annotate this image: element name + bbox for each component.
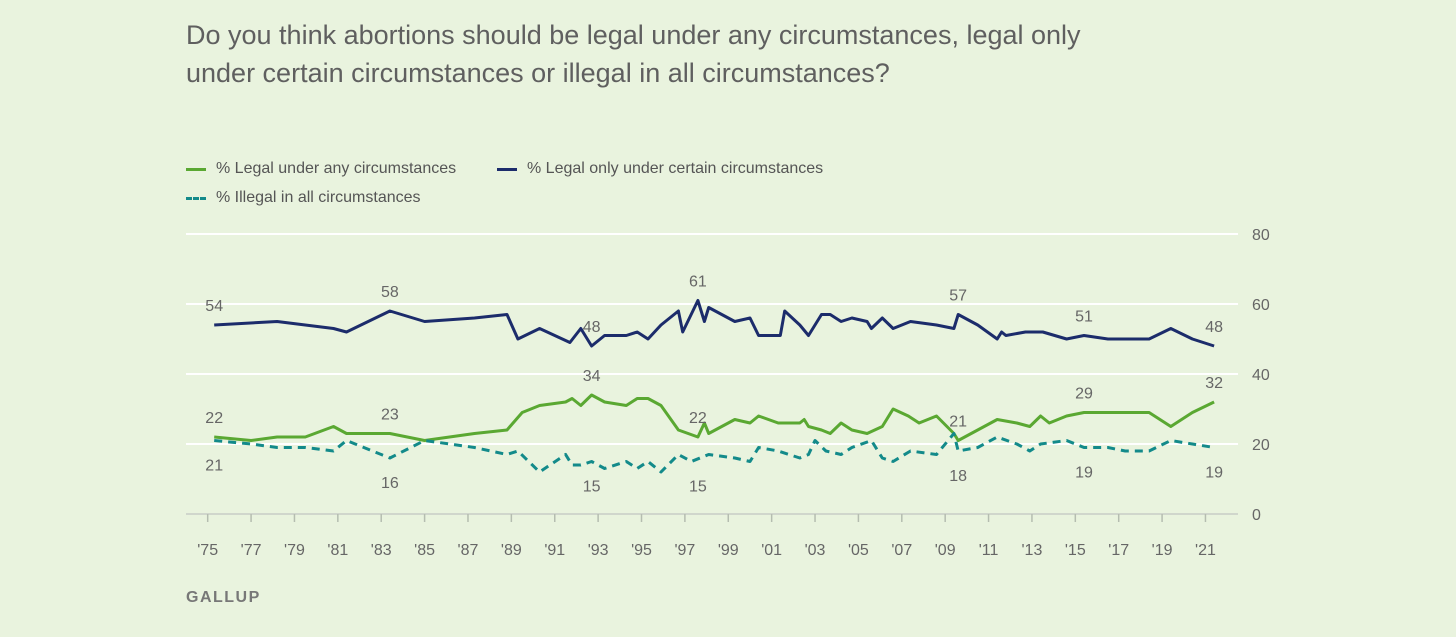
x-tick-label: '87 (458, 542, 479, 559)
legend-swatch-legal-certain (497, 167, 517, 171)
chart-title: Do you think abortions should be legal u… (186, 20, 1081, 88)
data-label: 18 (949, 468, 967, 485)
x-tick-label: '01 (761, 542, 782, 559)
y-tick-label: 60 (1252, 297, 1270, 314)
legend-label-illegal: % Illegal in all circumstances (216, 189, 421, 206)
legend-item-illegal: % Illegal in all circumstances (186, 189, 421, 207)
x-tick-label: '05 (848, 542, 869, 559)
data-label: 15 (583, 479, 601, 496)
x-tick-label: '81 (327, 542, 348, 559)
data-label: 29 (1075, 386, 1093, 403)
legend-item-legal-certain: % Legal only under certain circumstances (497, 160, 823, 178)
data-label: 23 (381, 407, 399, 424)
y-tick-label: 80 (1252, 227, 1270, 244)
data-label: 22 (689, 410, 707, 427)
x-tick-label: '03 (805, 542, 826, 559)
x-tick-label: '95 (631, 542, 652, 559)
data-label: 34 (583, 368, 601, 385)
series-line-legal-certain (214, 299, 1215, 348)
data-label: 16 (381, 475, 399, 492)
data-label: 57 (949, 288, 967, 305)
x-tick-label: '19 (1152, 542, 1173, 559)
source-label: GALLUP (186, 589, 261, 606)
data-label: 19 (1075, 465, 1093, 482)
legend-label-legal-any: % Legal under any circumstances (216, 160, 457, 177)
x-tick-label: '75 (197, 542, 218, 559)
y-tick-label: 20 (1252, 437, 1270, 454)
data-label: 61 (689, 274, 707, 291)
x-tick-label: '09 (935, 542, 956, 559)
data-label: 48 (583, 319, 601, 336)
series-line-illegal (214, 432, 1215, 474)
legend-swatch-legal-any (186, 167, 206, 171)
data-label: 51 (1075, 309, 1093, 326)
data-label: 58 (381, 284, 399, 301)
data-label: 22 (205, 410, 223, 427)
legend-item-legal-any: % Legal under any circumstances (186, 160, 456, 178)
x-tick-label: '11 (979, 542, 999, 559)
x-tick-label: '15 (1065, 542, 1086, 559)
data-label: 19 (1205, 465, 1223, 482)
x-tick-label: '93 (588, 542, 609, 559)
data-label: 21 (949, 414, 967, 431)
data-label: 15 (689, 479, 707, 496)
data-label: 48 (1205, 319, 1223, 336)
x-tick-label: '91 (544, 542, 565, 559)
series-line-legal-any (214, 393, 1215, 442)
x-tick-label: '17 (1108, 542, 1129, 559)
x-tick-label: '97 (674, 542, 695, 559)
y-tick-label: 40 (1252, 367, 1270, 384)
x-tick-label: '83 (371, 542, 392, 559)
x-tick-label: '07 (891, 542, 912, 559)
x-tick-label: '21 (1195, 542, 1216, 559)
x-tick-label: '99 (718, 542, 739, 559)
data-label: 21 (205, 458, 223, 475)
x-tick-label: '79 (284, 542, 305, 559)
y-tick-label: 0 (1252, 507, 1261, 524)
x-tick-label: '13 (1022, 542, 1043, 559)
x-tick-label: '77 (241, 542, 262, 559)
data-label: 54 (205, 298, 223, 315)
x-tick-label: '85 (414, 542, 435, 559)
data-label: 32 (1205, 375, 1223, 392)
x-tick-label: '89 (501, 542, 522, 559)
legend-swatch-illegal (186, 196, 206, 200)
legend-label-legal-certain: % Legal only under certain circumstances (527, 160, 824, 177)
